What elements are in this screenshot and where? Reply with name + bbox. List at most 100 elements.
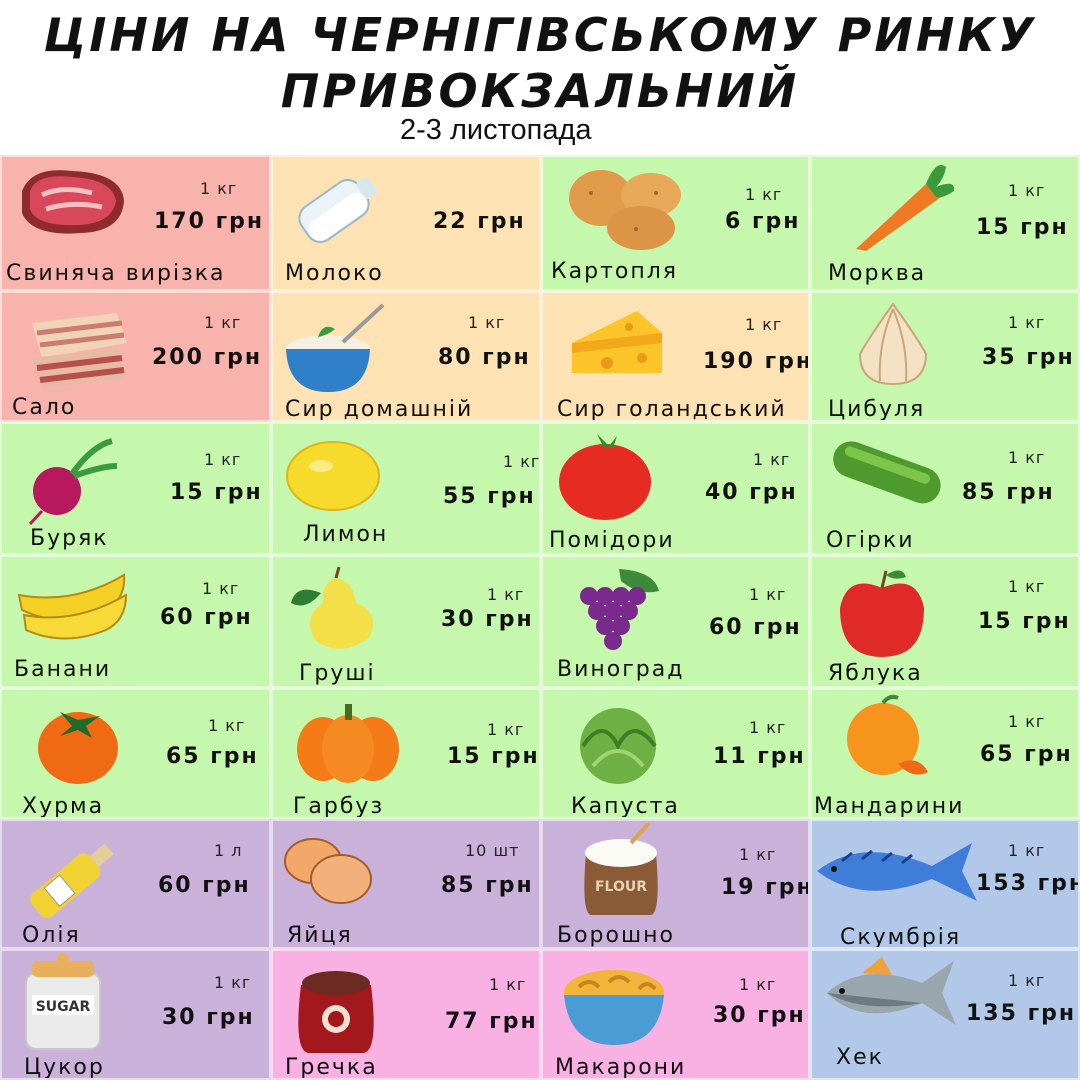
item-card: 1 кг 60 грн Виноград [541, 555, 810, 688]
item-card: 1 кг 200 грн Сало [0, 291, 271, 422]
flour-sack-icon: FLOUR [571, 821, 671, 922]
item-name: Сир домашній [285, 397, 474, 422]
item-name: Виноград [557, 657, 685, 682]
item-name: Цукор [24, 1055, 105, 1080]
item-price: 135 грн [966, 1001, 1077, 1026]
item-name: Макарони [555, 1055, 687, 1080]
item-name: Банани [14, 657, 112, 682]
item-unit: 1 кг [739, 845, 777, 864]
item-card: 1 кг 15 грн Яблука [810, 555, 1080, 688]
item-name: Гарбуз [293, 794, 385, 819]
tangerine-icon [838, 694, 938, 788]
oil-bottle-icon [16, 831, 126, 935]
item-price: 60 грн [709, 615, 802, 640]
item-price: 153 грн [976, 871, 1080, 896]
item-name: Помідори [549, 528, 675, 553]
item-name: Буряк [30, 526, 109, 551]
item-price: 65 грн [980, 742, 1073, 767]
item-name: Скумбрія [840, 925, 962, 949]
item-card: 1 кг 40 грн Помідори [541, 422, 810, 555]
item-name: Яблука [828, 661, 923, 686]
item-card: 1 кг 77 грн Гречка [271, 949, 541, 1080]
pear-icon [281, 563, 391, 657]
date-subtitle: 2-3 листопада [400, 114, 592, 146]
item-unit: 1 кг [1008, 448, 1046, 467]
item-name: Лимон [303, 522, 389, 547]
item-unit: 1 кг [745, 315, 783, 334]
item-card: 1 кг 135 грн Хек [810, 949, 1080, 1080]
item-price: 15 грн [976, 215, 1069, 240]
item-name: Сир голандський [557, 397, 787, 422]
hake-icon [822, 953, 962, 1037]
pasta-bowl-icon [559, 957, 669, 1051]
item-unit: 10 шт [465, 841, 520, 860]
item-card: 10 шт 85 грн Яйця [271, 819, 541, 949]
item-name: Капуста [571, 794, 680, 819]
item-price: 55 грн [443, 484, 536, 509]
item-card: 1 кг 65 грн Хурма [0, 688, 271, 819]
cottage-cheese-bowl-icon [283, 297, 393, 401]
item-card: 1 л 60 грн Олія [0, 819, 271, 949]
milk-bottle-icon [279, 161, 389, 265]
item-unit: 1 кг [200, 179, 238, 198]
item-price: 19 грн [721, 875, 810, 900]
item-price: 77 грн [445, 1009, 538, 1034]
item-price: 15 грн [447, 744, 540, 769]
item-name: Молоко [285, 261, 384, 286]
item-name: Олія [22, 923, 81, 948]
item-card: 1 кг 30 грн Макарони [541, 949, 810, 1080]
item-card: SUGAR 1 кг 30 грн Цукор [0, 949, 271, 1080]
item-name: Картопля [551, 259, 679, 284]
item-name: Морква [828, 261, 927, 286]
cheese-wedge-icon [567, 303, 667, 387]
item-unit: 1 кг [208, 716, 246, 735]
page-title-line-1: ЦІНИ НА ЧЕРНІГІВСЬКОМУ РИНКУ [43, 8, 1037, 62]
item-unit: 1 кг [749, 718, 787, 737]
item-name: Хек [836, 1045, 884, 1070]
item-name: Цибуля [828, 397, 926, 422]
item-price: 170 грн [154, 209, 265, 234]
price-grid: 1 кг 170 грн Свиняча вирізка 1 л 22 грн Молок… [0, 155, 1080, 1080]
item-price: 15 грн [170, 480, 263, 505]
item-unit: 1 кг [749, 585, 787, 604]
item-price: 65 грн [166, 744, 259, 769]
item-name: Сало [12, 395, 77, 420]
item-price: 85 грн [441, 873, 534, 898]
item-card: 1 кг 15 грн Морква [810, 155, 1080, 291]
item-price: 15 грн [978, 609, 1071, 634]
item-unit: 1 кг [204, 313, 242, 332]
item-name: Свиняча вирізка [6, 261, 226, 286]
item-unit: 1 кг [202, 579, 240, 598]
beet-icon [22, 436, 122, 530]
item-card: 1 кг 6 грн Картопля [541, 155, 810, 291]
item-price: 80 грн [438, 345, 531, 370]
steak-icon [12, 161, 128, 245]
page-title-line-2: ПРИВОКЗАЛЬНИЙ [280, 64, 800, 118]
persimmon-icon [30, 698, 130, 792]
pumpkin-icon [293, 694, 403, 788]
item-unit: 1 кг [1008, 712, 1046, 731]
potato-icon [561, 163, 691, 257]
item-unit: 1 кг [468, 313, 506, 332]
item-card: 1 кг 170 грн Свиняча вирізка [0, 155, 271, 291]
sugar-jar-icon: SUGAR [18, 953, 108, 1057]
item-card: 1 кг 55 грн Лимон [271, 422, 541, 555]
cabbage-icon [563, 696, 673, 790]
item-price: 60 грн [160, 605, 253, 630]
item-price: 22 грн [433, 209, 526, 234]
item-card: 1 кг 80 грн Сир домашній [271, 291, 541, 422]
item-unit: 1 кг [1008, 841, 1046, 860]
grapes-icon [559, 561, 669, 675]
banana-icon [14, 565, 134, 649]
item-name: Яйця [287, 923, 353, 948]
item-unit: 1 кг [739, 975, 777, 994]
svg-text:SUGAR: SUGAR [36, 999, 91, 1015]
carrot-icon [846, 159, 956, 263]
item-card: 1 кг 153 грн Скумбрія [810, 819, 1080, 949]
eggs-icon [281, 829, 381, 913]
item-price: 35 грн [982, 345, 1075, 370]
item-price: 11 грн [713, 744, 806, 769]
item-name: Гречка [285, 1055, 378, 1080]
item-price: 30 грн [441, 607, 534, 632]
